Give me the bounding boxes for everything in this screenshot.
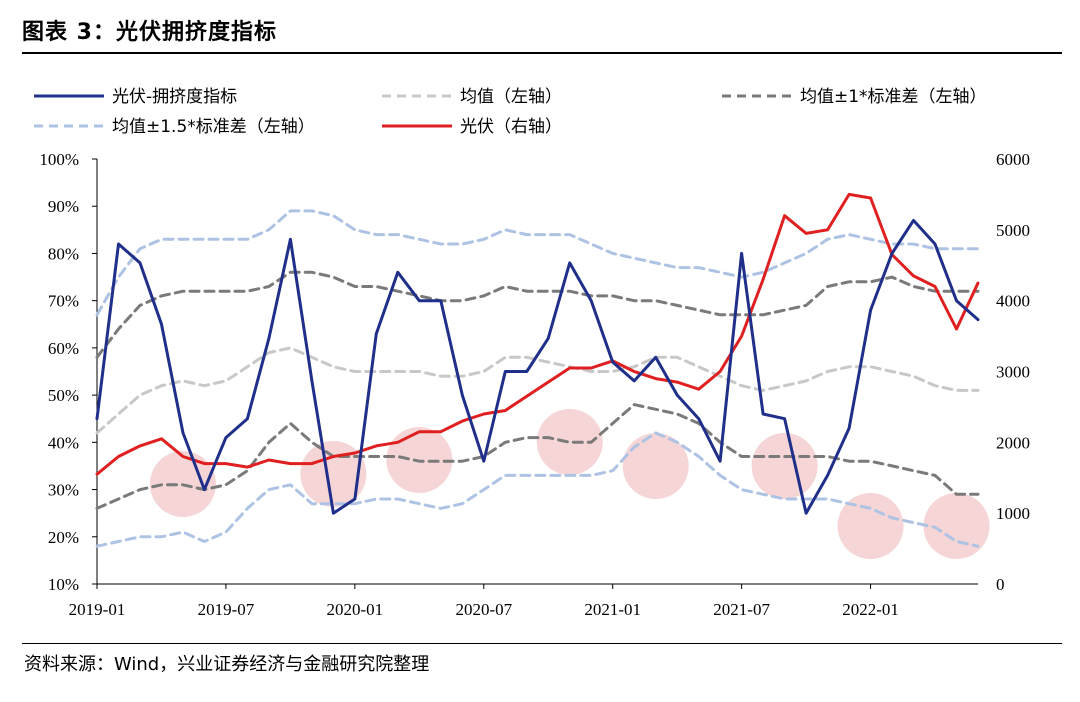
right-tick-label: 2000 xyxy=(996,433,1030,452)
highlight-circle xyxy=(622,433,689,499)
x-tick-label: 2021-01 xyxy=(584,600,641,619)
legend-label: 均值（左轴） xyxy=(460,87,562,107)
series-line-1 xyxy=(95,346,980,435)
highlight-circle xyxy=(751,433,818,499)
series-lines xyxy=(95,192,980,548)
series-line-0 xyxy=(95,218,980,515)
left-tick-label: 60% xyxy=(48,339,79,358)
axes: 10% 20% 30% 40% 50% 60% 70% 80% 90% 100% 0 1000 2000… xyxy=(39,150,1030,619)
x-tick-label: 2019-01 xyxy=(69,600,126,619)
highlight-circle xyxy=(923,493,990,559)
highlight-circles xyxy=(149,409,990,559)
left-tick-label: 80% xyxy=(48,244,79,263)
left-tick-label: 90% xyxy=(48,197,79,216)
legend-label: 均值±1*标准差（左轴） xyxy=(800,87,987,107)
x-tick-label: 2022-01 xyxy=(842,600,899,619)
right-tick-label: 3000 xyxy=(996,363,1030,382)
x-tick-label: 2019-07 xyxy=(198,600,255,619)
left-tick-label: 50% xyxy=(48,386,79,405)
left-tick-label: 100% xyxy=(39,150,79,169)
right-tick-label: 0 xyxy=(996,575,1005,594)
left-tick-label: 20% xyxy=(48,528,79,547)
legend: 光伏-拥挤度指标 均值（左轴） 均值±1*标准差（左轴） 均值±1.5*标准差（左轴）… xyxy=(34,87,987,137)
left-tick-label: 10% xyxy=(48,575,79,594)
x-tick-label: 2020-07 xyxy=(455,600,512,619)
series-line-6 xyxy=(95,192,980,476)
left-tick-label: 40% xyxy=(48,433,79,452)
series-line-2 xyxy=(95,403,980,510)
right-tick-label: 4000 xyxy=(996,292,1030,311)
right-tick-label: 6000 xyxy=(996,150,1030,169)
series-line-3 xyxy=(95,270,980,359)
legend-label: 均值±1.5*标准差（左轴） xyxy=(112,117,315,137)
series-line-4 xyxy=(95,431,980,548)
right-tick-label: 1000 xyxy=(996,504,1030,523)
x-tick-label: 2021-07 xyxy=(713,600,770,619)
chart: 光伏-拥挤度指标 均值（左轴） 均值±1*标准差（左轴） 均值±1.5*标准差（左轴）… xyxy=(34,87,1030,619)
right-tick-label: 5000 xyxy=(996,221,1030,240)
left-tick-label: 30% xyxy=(48,481,79,500)
highlight-circle xyxy=(837,493,904,559)
legend-label: 光伏-拥挤度指标 xyxy=(112,87,237,107)
source-note: 资料来源：Wind，兴业证券经济与金融研究院整理 xyxy=(24,654,430,675)
series-line-5 xyxy=(95,209,980,317)
highlight-circle xyxy=(300,441,367,507)
figure-title: 图表 3：光伏拥挤度指标 xyxy=(22,20,277,45)
footer-rule xyxy=(22,643,1062,644)
legend-label: 光伏（右轴） xyxy=(460,117,562,137)
x-tick-label: 2020-01 xyxy=(327,600,384,619)
left-tick-label: 70% xyxy=(48,292,79,311)
highlight-circle xyxy=(536,409,603,475)
title-underline xyxy=(22,52,1062,54)
